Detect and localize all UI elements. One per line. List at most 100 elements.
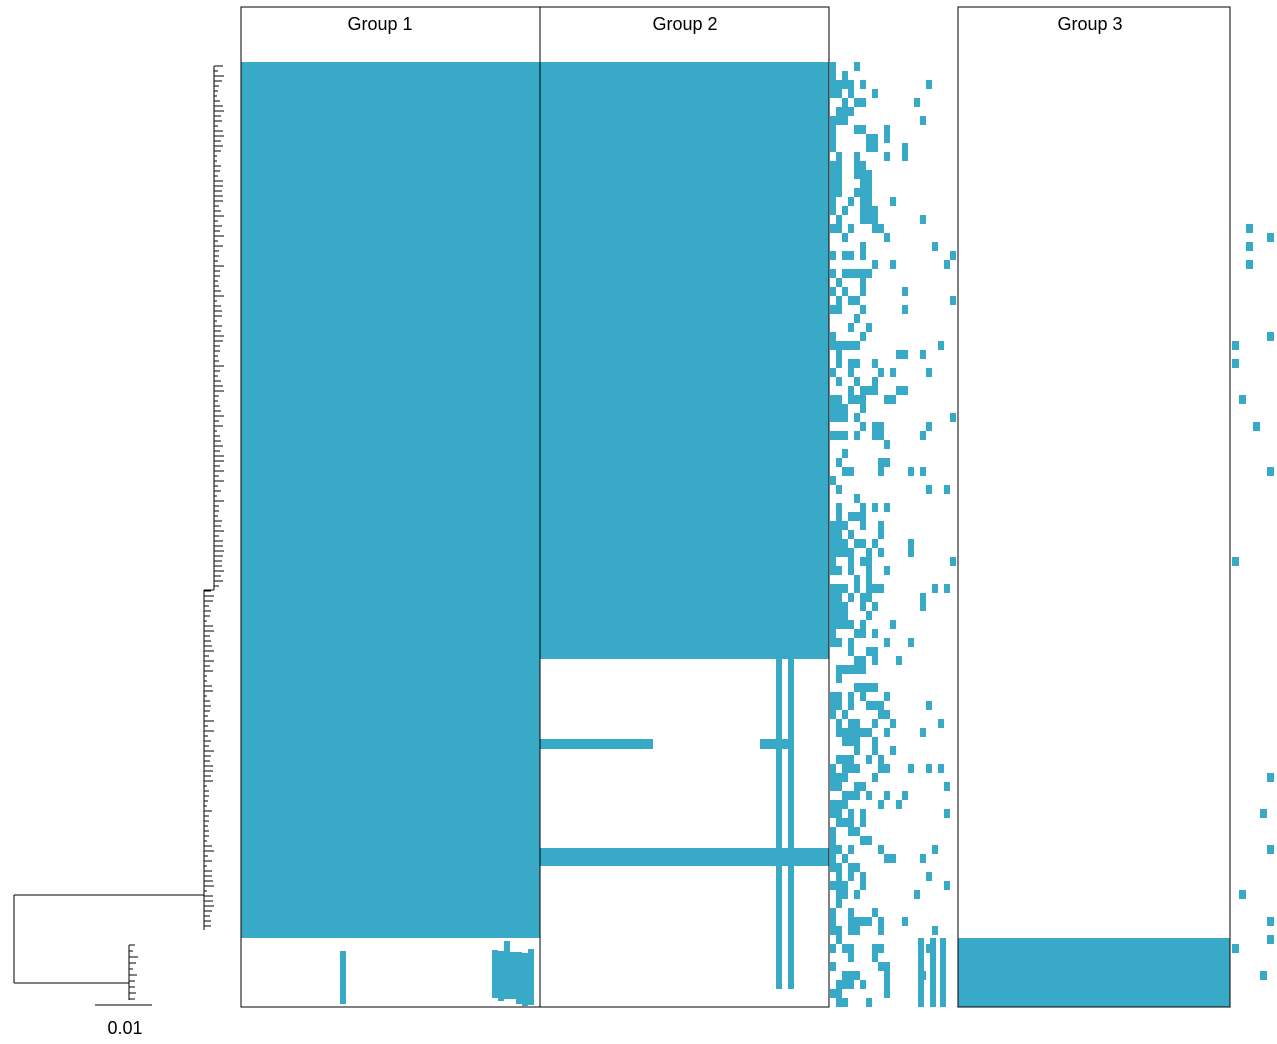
accessory-cell xyxy=(836,188,842,197)
accessory-cell xyxy=(836,818,842,827)
accessory-cell xyxy=(878,800,884,809)
accessory-cell xyxy=(854,584,860,593)
accessory-cell xyxy=(848,341,854,350)
accessory-cell xyxy=(836,80,842,89)
accessory-cell xyxy=(848,944,854,953)
accessory-cell xyxy=(866,683,872,692)
accessory-cell xyxy=(854,125,860,134)
accessory-cell xyxy=(830,917,836,926)
accessory-cell xyxy=(920,350,926,359)
accessory-cell xyxy=(848,197,854,206)
accessory-cell xyxy=(926,764,932,773)
accessory-cell xyxy=(854,827,860,836)
accessory-cell xyxy=(860,539,866,548)
accessory-cell xyxy=(860,881,866,890)
accessory-cell xyxy=(830,989,836,998)
accessory-cell xyxy=(836,665,842,674)
accessory-cell xyxy=(944,809,950,818)
accessory-cell xyxy=(830,800,836,809)
accessory-cell xyxy=(836,413,842,422)
accessory-cell xyxy=(842,431,848,440)
accessory-cell xyxy=(944,881,950,890)
accessory-column xyxy=(940,938,946,1007)
accessory-cell xyxy=(908,539,914,548)
accessory-cell xyxy=(854,746,860,755)
accessory-cell xyxy=(884,710,890,719)
accessory-cell xyxy=(842,269,848,278)
accessory-cell xyxy=(920,602,926,611)
group-1-accessory-column xyxy=(492,950,498,998)
accessory-cell xyxy=(860,980,866,989)
accessory-cell xyxy=(908,764,914,773)
rare-gene-cell xyxy=(1267,467,1274,476)
accessory-cell xyxy=(914,98,920,107)
accessory-cell xyxy=(848,593,854,602)
accessory-cell xyxy=(842,818,848,827)
accessory-cell xyxy=(878,458,884,467)
group-3-core-block xyxy=(958,938,1230,1007)
accessory-cell xyxy=(854,890,860,899)
accessory-cell xyxy=(866,566,872,575)
accessory-cell xyxy=(884,962,890,971)
accessory-cell xyxy=(872,944,878,953)
accessory-cell xyxy=(926,872,932,881)
rare-gene-cell xyxy=(1267,233,1274,242)
accessory-cell xyxy=(860,80,866,89)
accessory-cell xyxy=(866,206,872,215)
accessory-cell xyxy=(848,665,854,674)
accessory-cell xyxy=(866,188,872,197)
accessory-cell xyxy=(878,962,884,971)
accessory-cell xyxy=(872,431,878,440)
accessory-cell xyxy=(866,701,872,710)
rare-gene-cell xyxy=(1267,845,1274,854)
accessory-cell xyxy=(920,431,926,440)
accessory-cell xyxy=(836,719,842,728)
accessory-cell xyxy=(872,422,878,431)
accessory-cell xyxy=(830,521,836,530)
accessory-cell xyxy=(860,917,866,926)
accessory-cell xyxy=(830,197,836,206)
accessory-cell xyxy=(878,710,884,719)
accessory-cell xyxy=(836,341,842,350)
accessory-cell xyxy=(830,881,836,890)
accessory-cell xyxy=(890,746,896,755)
accessory-cell xyxy=(830,692,836,701)
accessory-cell xyxy=(842,755,848,764)
accessory-cell xyxy=(872,602,878,611)
accessory-cell xyxy=(830,863,836,872)
accessory-cell xyxy=(866,269,872,278)
accessory-cell xyxy=(890,620,896,629)
accessory-cell xyxy=(860,161,866,170)
accessory-cell xyxy=(836,863,842,872)
accessory-cell xyxy=(854,161,860,170)
accessory-cell xyxy=(932,926,938,935)
accessory-cell xyxy=(860,188,866,197)
accessory-cell xyxy=(830,71,836,80)
accessory-cell xyxy=(836,602,842,611)
accessory-cell xyxy=(860,629,866,638)
accessory-cell xyxy=(854,764,860,773)
accessory-cell xyxy=(848,953,854,962)
accessory-cell xyxy=(830,89,836,98)
accessory-cell xyxy=(830,908,836,917)
accessory-cell xyxy=(890,395,896,404)
accessory-cell xyxy=(836,377,842,386)
accessory-cell xyxy=(860,836,866,845)
accessory-cell xyxy=(878,530,884,539)
accessory-cell xyxy=(854,314,860,323)
accessory-cell xyxy=(884,638,890,647)
accessory-cell xyxy=(902,917,908,926)
accessory-cell xyxy=(914,890,920,899)
accessory-cell xyxy=(878,467,884,476)
accessory-cell xyxy=(848,755,854,764)
accessory-cell xyxy=(836,566,842,575)
group-1-core-block xyxy=(241,62,540,938)
accessory-cell xyxy=(836,989,842,998)
accessory-cell xyxy=(830,827,836,836)
rare-gene-cell xyxy=(1267,935,1274,944)
accessory-cell xyxy=(884,791,890,800)
accessory-cell xyxy=(872,539,878,548)
accessory-cell xyxy=(848,737,854,746)
accessory-cell xyxy=(950,296,956,305)
accessory-cell xyxy=(836,620,842,629)
